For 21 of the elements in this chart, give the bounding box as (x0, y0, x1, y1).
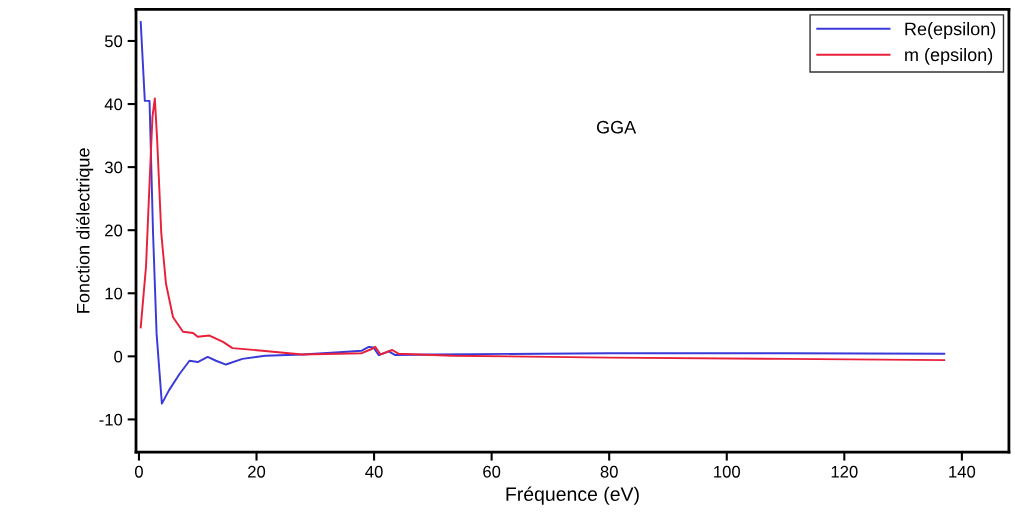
x-tick-label: 80 (600, 465, 618, 478)
x-tick-label: 60 (483, 465, 501, 478)
line-series (139, 97, 946, 362)
y-tick-label: 50 (104, 35, 123, 48)
y-tick-label: 10 (105, 287, 123, 300)
annotation: GGA (596, 120, 637, 134)
y-tick-label: -10 (99, 413, 123, 426)
y-tick-label: 30 (104, 161, 123, 174)
x-tick-label: 120 (831, 465, 858, 478)
legend-label: Re(epsilon) (905, 22, 996, 39)
y-tick-label: 0 (114, 350, 123, 363)
x-tick-label: 40 (365, 465, 383, 478)
y-tick-label: 20 (105, 224, 123, 237)
y-tick-label: 40 (104, 98, 123, 111)
legend-label: m (epsilon) (905, 47, 993, 65)
x-tick-label: 100 (714, 465, 741, 478)
x-tick-label: 0 (134, 465, 143, 478)
y-axis-title: Fonction diélectrique (76, 148, 94, 313)
x-axis-title: Fréquence (eV) (506, 486, 639, 505)
x-tick-label: 140 (949, 465, 976, 478)
x-tick-label: 20 (248, 465, 266, 478)
